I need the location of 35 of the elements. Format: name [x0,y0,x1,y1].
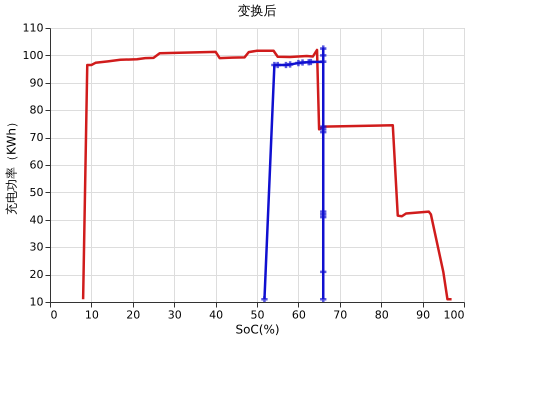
point [320,52,326,59]
point [261,296,268,302]
x-tick-label: 30 [168,308,182,322]
point [320,45,326,52]
x-tick-label: 60 [292,308,306,322]
line-series [82,48,453,301]
y-tick-label: 90 [30,76,44,90]
x-axis-title: SoC(%) [235,322,280,336]
y-axis-title: 充电功率（KWh） [4,116,19,215]
x-tick-label: 100 [444,308,464,322]
y-tick-label: 60 [30,158,44,172]
chart-title: 变换后 [238,4,276,19]
point [274,62,281,68]
x-tick-label: 50 [250,308,264,322]
point [320,296,326,302]
point [299,59,306,66]
point [320,268,326,276]
y-tick-label: 10 [30,296,44,308]
y-tick-label: 50 [30,186,44,199]
y-tick-label: 30 [30,240,44,254]
point [286,61,294,68]
x-tick-label: 40 [209,308,224,322]
y-tick-label: 40 [30,213,44,226]
x-tick-label: 0 [50,308,58,322]
x-tick-label: 10 [84,308,99,322]
y-tick-label: 110 [22,22,44,34]
x-tick-label: 90 [416,308,430,322]
x-tick-label: 80 [374,308,389,322]
point [320,58,326,65]
y-tick-label: 80 [30,104,44,117]
x-tick-label: 20 [126,308,140,322]
y-tick-label: 20 [30,268,44,282]
y-tick-label: 70 [30,131,44,144]
x-tick-label: 70 [333,308,348,322]
y-tick-label: 100 [22,48,44,62]
